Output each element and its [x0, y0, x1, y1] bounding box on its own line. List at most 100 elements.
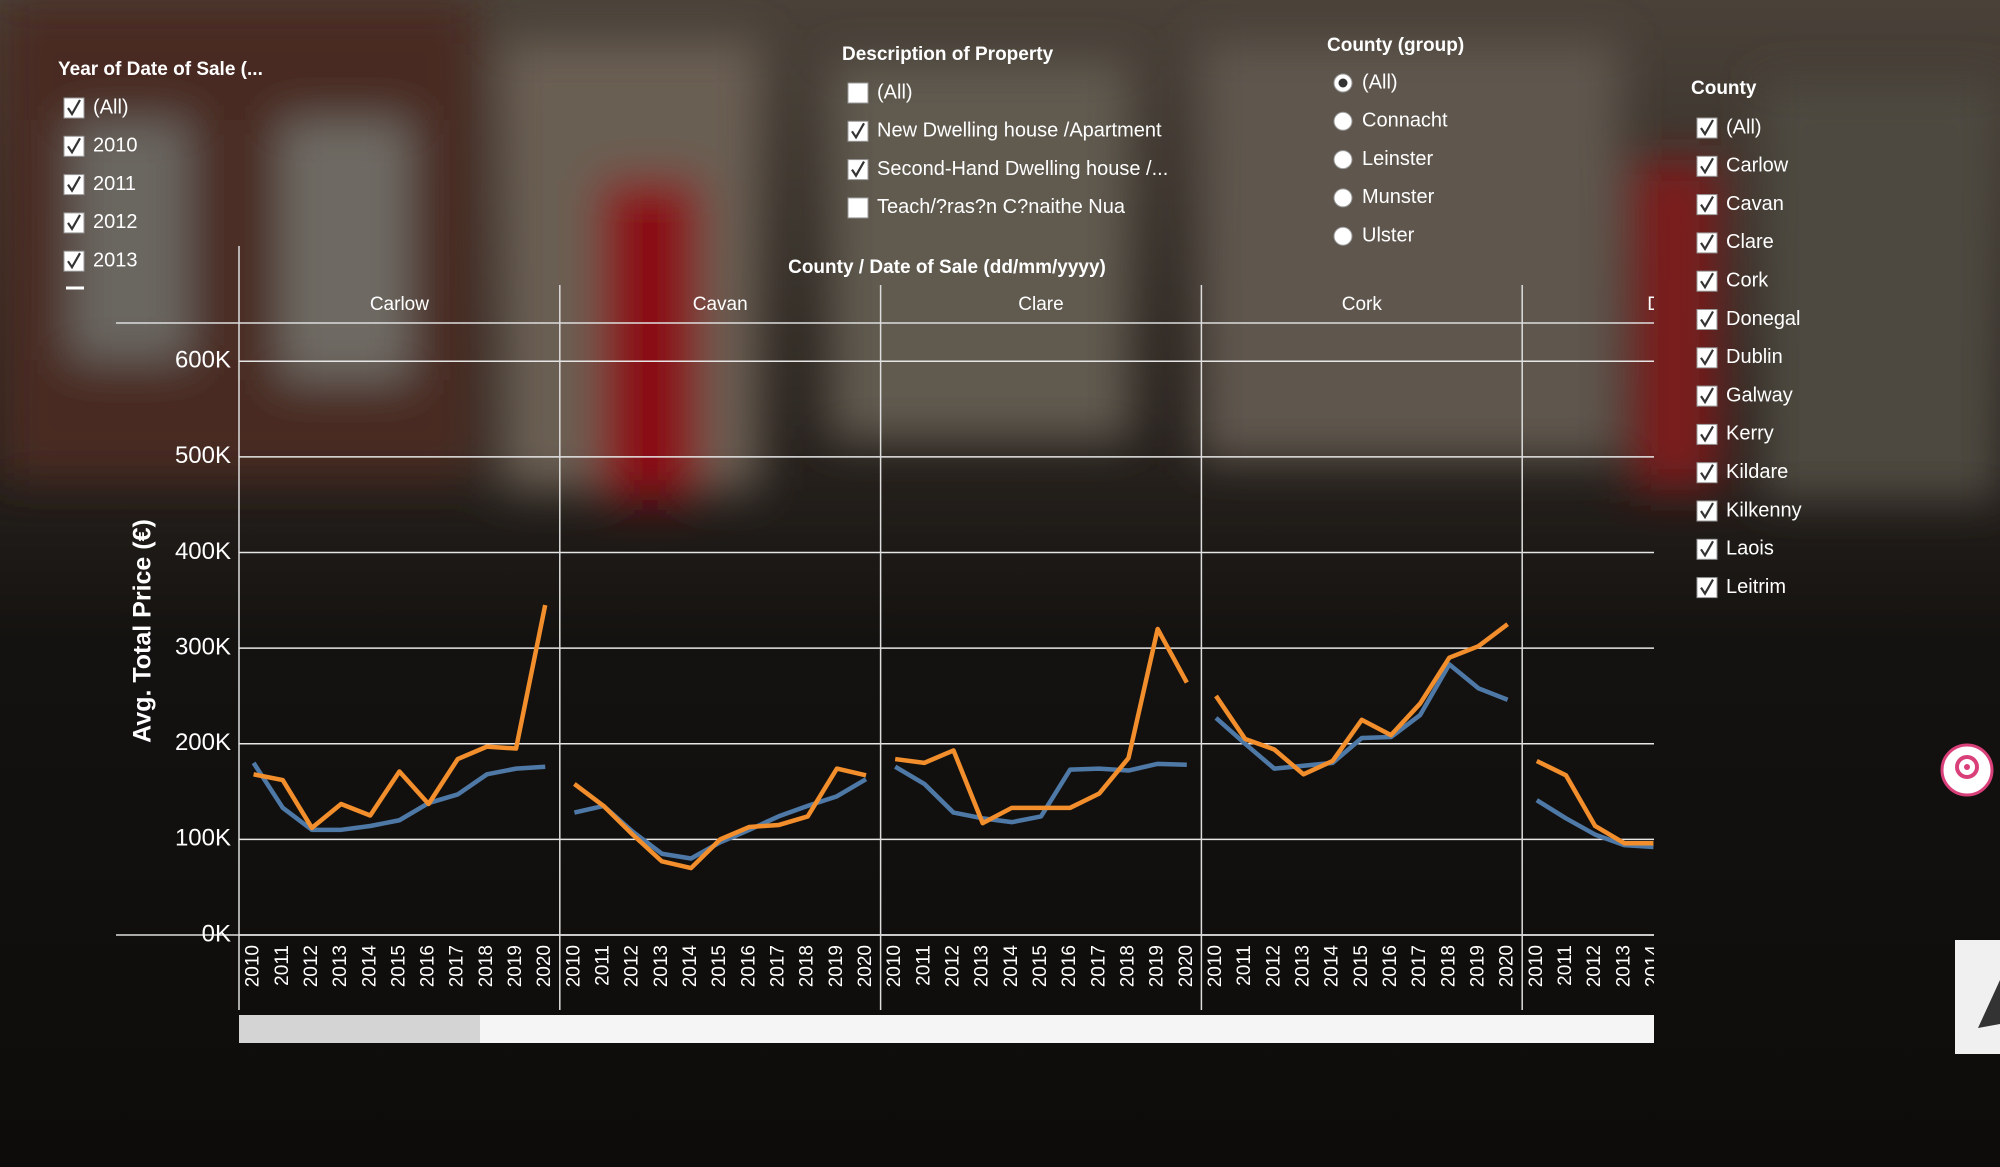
y-axis-label: Avg. Total Price (€) — [129, 519, 157, 743]
checkbox[interactable] — [1696, 309, 1718, 330]
checkbox[interactable] — [1696, 347, 1718, 369]
filter-item[interactable]: Laois — [1696, 538, 1774, 560]
filter-label[interactable]: 2012 — [93, 211, 138, 233]
filter-item[interactable]: 2010 — [63, 135, 138, 157]
checkbox[interactable] — [1696, 538, 1718, 560]
filter-item[interactable]: Kildare — [1696, 461, 1788, 484]
checkbox[interactable] — [1696, 270, 1718, 292]
filter-label[interactable]: Galway — [1726, 384, 1793, 406]
checkbox[interactable] — [63, 250, 85, 272]
filter-label[interactable]: New Dwelling house /Apartment — [877, 120, 1162, 142]
checkbox[interactable] — [63, 135, 85, 157]
checkbox[interactable] — [1696, 423, 1718, 445]
filter-item[interactable]: (All) — [847, 81, 913, 104]
filter-item[interactable]: Connacht — [1333, 110, 1448, 132]
filter-item[interactable]: Kilkenny — [1696, 499, 1802, 522]
filter-item[interactable]: Cavan — [1696, 193, 1784, 216]
scrollbar[interactable] — [239, 1015, 1654, 1043]
radio[interactable] — [1333, 150, 1353, 170]
filter-item[interactable]: 2013 — [63, 249, 138, 272]
filter-label[interactable]: (All) — [1726, 116, 1762, 138]
filter-item[interactable]: Kerry — [1696, 423, 1774, 445]
checkbox[interactable] — [1696, 500, 1718, 522]
x-tick-label: 2015 — [388, 945, 409, 987]
checkbox[interactable] — [847, 159, 869, 181]
filter-item[interactable]: Second-Hand Dwelling house /... — [847, 158, 1168, 181]
x-tick-label: 2020 — [1176, 945, 1197, 987]
filter-label[interactable]: 2010 — [93, 135, 138, 157]
series-line — [894, 761, 1187, 825]
filter-label[interactable]: Second-Hand Dwelling house /... — [877, 158, 1168, 180]
filter-item[interactable]: Teach/?ras?n C?naithe Nua — [847, 196, 1126, 219]
check-mark — [1700, 349, 1714, 366]
radio[interactable] — [1333, 188, 1353, 208]
filter-item[interactable]: Ulster — [1333, 224, 1415, 246]
filter-label[interactable]: Dublin — [1726, 346, 1783, 368]
checkbox[interactable] — [63, 97, 85, 119]
panel-header: Donegal — [1647, 294, 1718, 315]
checkbox[interactable] — [63, 212, 85, 234]
filter-item[interactable]: 2012 — [63, 211, 138, 234]
checkbox[interactable] — [847, 197, 869, 219]
side-panel-toggle[interactable] — [1955, 940, 2000, 1054]
filter-item[interactable]: Galway — [1696, 384, 1793, 407]
series-line — [253, 604, 548, 831]
filter-item[interactable]: Carlow — [1696, 155, 1789, 177]
x-tick-label: 2018 — [797, 945, 818, 987]
filter-label[interactable]: 2011 — [93, 173, 136, 195]
series-line — [1214, 622, 1509, 777]
checkbox[interactable] — [63, 174, 85, 196]
filter-label[interactable]: Carlow — [1726, 155, 1789, 177]
filter-item[interactable]: Cork — [1696, 269, 1769, 292]
radio[interactable] — [1333, 111, 1353, 131]
checkbox[interactable] — [847, 82, 869, 104]
filter-label[interactable]: Kildare — [1726, 461, 1788, 483]
filter-item[interactable]: Munster — [1333, 186, 1435, 208]
filter-label[interactable]: Clare — [1726, 231, 1774, 253]
x-tick-label: 2019 — [1147, 945, 1168, 987]
filter-label[interactable]: Leinster — [1362, 148, 1433, 170]
filter-label[interactable]: Leitrim — [1726, 576, 1786, 598]
filter-label[interactable]: Munster — [1362, 186, 1435, 208]
filter-label[interactable]: (All) — [1362, 71, 1398, 93]
checkbox[interactable] — [847, 120, 869, 142]
scroll-thumb[interactable] — [239, 1015, 480, 1043]
filter-item[interactable]: 2011 — [63, 173, 136, 196]
filter-label[interactable]: Laois — [1726, 538, 1774, 560]
filter-label[interactable]: Connacht — [1362, 110, 1448, 132]
filter-item[interactable]: Leitrim — [1696, 576, 1786, 599]
chat-button[interactable] — [1940, 743, 1994, 797]
checkbox[interactable] — [1696, 194, 1718, 216]
filter-title: County — [1691, 78, 1757, 99]
filter-item[interactable]: Donegal — [1696, 308, 1801, 330]
filter-item[interactable]: (All) — [1333, 71, 1398, 93]
filter-item[interactable]: Leinster — [1333, 148, 1433, 170]
filter-label[interactable]: 2013 — [93, 249, 138, 271]
filter-label[interactable]: (All) — [877, 81, 913, 103]
filter-label[interactable]: Donegal — [1726, 308, 1801, 330]
panel: Clare 2010 2011 2012 2013 2014 2015 2016 2017 201… — [879, 285, 1197, 1010]
checkbox[interactable] — [1696, 155, 1718, 177]
filter-label[interactable]: (All) — [93, 96, 129, 118]
filter-label[interactable]: Cork — [1726, 269, 1769, 291]
filter-label[interactable]: Cavan — [1726, 193, 1784, 215]
panel: Cork 2010 2011 2012 2013 2014 2015 2016 2017 2018… — [1200, 285, 1518, 1010]
filter-item[interactable]: Clare — [1696, 231, 1774, 254]
filter-title: Description of Property — [842, 44, 1054, 65]
x-tick-label: 2018 — [1438, 945, 1459, 987]
checkbox[interactable] — [1696, 577, 1718, 599]
filter-item[interactable]: Dublin — [1696, 346, 1783, 369]
filter-item[interactable]: New Dwelling house /Apartment — [847, 120, 1162, 142]
checkbox[interactable] — [1696, 462, 1718, 484]
filter-label[interactable]: Kilkenny — [1726, 499, 1802, 521]
radio[interactable] — [1333, 226, 1353, 246]
checkbox[interactable] — [1696, 232, 1718, 254]
checkbox[interactable] — [1696, 117, 1718, 139]
filter-item[interactable]: (All) — [63, 96, 129, 119]
checkbox[interactable] — [1696, 385, 1718, 407]
filter-label[interactable]: Ulster — [1362, 224, 1415, 246]
filter-item[interactable]: (All) — [1696, 116, 1762, 139]
filter-label[interactable]: Kerry — [1726, 423, 1774, 445]
panel: Donegal 2010 2011 2012 2013 2014 — [1521, 285, 1718, 1010]
filter-label[interactable]: Teach/?ras?n C?naithe Nua — [877, 196, 1126, 218]
